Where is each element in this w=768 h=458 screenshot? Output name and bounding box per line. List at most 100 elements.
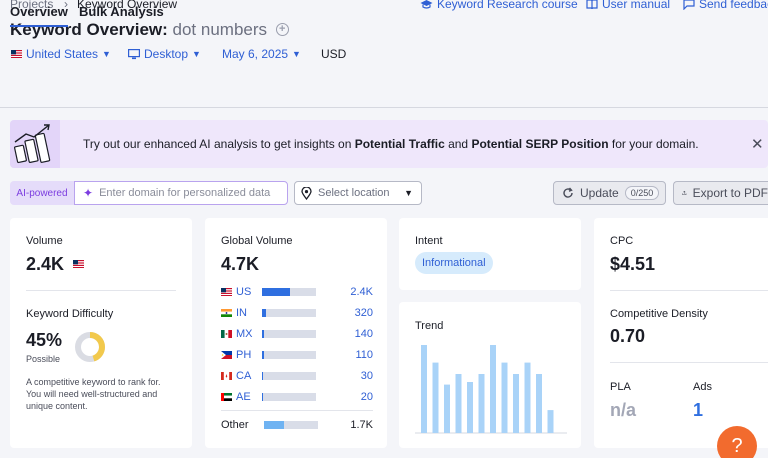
difficulty-level: Possible [26, 354, 61, 364]
volume-label: Volume [26, 235, 63, 247]
ads-value[interactable]: 1 [693, 400, 704, 420]
intent-badge[interactable]: Informational [415, 252, 493, 274]
trend-bar[interactable] [444, 384, 450, 433]
country-select[interactable]: United States ▼ [11, 47, 111, 61]
volume-value: 2.4K [26, 254, 65, 274]
country-row[interactable]: IN 320 [221, 306, 373, 320]
page-title-keyword: dot numbers [172, 20, 268, 39]
country-row[interactable]: MX 140 [221, 327, 373, 341]
device-select[interactable]: Desktop ▼ [128, 47, 201, 61]
country-row[interactable]: US 2.4K [221, 285, 373, 299]
country-volume: 30 [360, 370, 373, 382]
update-button[interactable]: Update 0/250 [553, 181, 666, 205]
volume-share-bar [262, 351, 316, 359]
add-keyword-icon[interactable]: + [275, 23, 289, 36]
help-button[interactable]: ? [717, 426, 757, 458]
country-code: IN [236, 307, 247, 319]
page-title-prefix: Keyword Overview: [10, 20, 168, 39]
banner-illustration [10, 120, 60, 168]
volume-share-bar [262, 393, 316, 401]
country-row[interactable]: PH 110 [221, 348, 373, 362]
competitive-density-label: Competitive Density [610, 308, 708, 320]
course-link[interactable]: Keyword Research course [420, 0, 578, 11]
country-row[interactable]: CA 30 [221, 369, 373, 383]
update-label: Update [580, 186, 619, 200]
trend-bar[interactable] [547, 410, 554, 433]
close-icon[interactable]: ✕ [751, 136, 764, 153]
trend-bar[interactable] [536, 374, 542, 433]
ae-flag-icon [221, 393, 232, 401]
pla-value: n/a [610, 400, 637, 420]
card-divider [26, 290, 176, 291]
tab-bulk-analysis[interactable]: Bulk Analysis [79, 4, 164, 19]
growth-chart-icon [14, 124, 51, 164]
export-pdf-button[interactable]: Export to PDF [673, 181, 768, 205]
country-code: CA [236, 370, 252, 382]
volume-share-bar [262, 288, 316, 296]
banner-text-end: for your domain. [608, 137, 699, 151]
volume-share-bar [262, 309, 316, 317]
country-code: MX [236, 328, 253, 340]
cpc-label: CPC [610, 235, 634, 247]
location-select[interactable]: Select location ▼ [294, 181, 422, 205]
volume-share-bar [262, 330, 316, 338]
trend-bar[interactable] [513, 374, 519, 433]
trend-bar[interactable] [421, 345, 427, 433]
difficulty-donut [75, 332, 105, 362]
trend-bar[interactable] [501, 362, 508, 433]
user-manual-link[interactable]: User manual [586, 0, 670, 11]
trend-bar[interactable] [478, 374, 485, 433]
difficulty-value: 45% [26, 330, 63, 350]
competitive-density-value: 0.70 [610, 326, 646, 346]
domain-field[interactable]: ✦ [74, 181, 288, 205]
cpc-value: $4.51 [610, 254, 656, 274]
card-divider [610, 290, 768, 291]
user-manual-label: User manual [602, 0, 671, 11]
breadcrumb-projects[interactable]: Projects [10, 0, 54, 11]
country-volume: 20 [360, 391, 373, 403]
ai-promo-banner [10, 120, 768, 168]
send-feedback-link[interactable]: Send feedback [683, 0, 768, 11]
global-volume-value: 4.7K [221, 254, 260, 274]
country-volume: 110 [355, 349, 373, 361]
mx-flag-icon [221, 330, 232, 338]
trend-bar[interactable] [467, 382, 473, 433]
country-volume: 320 [354, 307, 373, 319]
banner-text-mid: and [444, 137, 472, 151]
export-icon [682, 190, 687, 195]
country-volume: 2.4K [350, 286, 373, 298]
export-label: Export to PDF [692, 186, 768, 200]
chevron-down-icon: ▼ [404, 188, 413, 198]
device-label: Desktop [144, 47, 189, 61]
trend-bar[interactable] [524, 362, 531, 433]
trend-chart [415, 345, 567, 434]
difficulty-label: Keyword Difficulty [26, 308, 114, 320]
date-select[interactable]: May 6, 2025 ▼ [222, 47, 301, 61]
sparkle-icon: ✦ [83, 186, 94, 200]
other-value: 1.7K [350, 419, 373, 431]
other-label: Other [221, 419, 249, 431]
tab-bar [0, 80, 768, 108]
trend-bar[interactable] [432, 362, 439, 433]
country-volume: 140 [354, 328, 373, 340]
volume-share-bar [262, 372, 316, 380]
banner-message: Try out our enhanced AI analysis to get … [83, 137, 699, 151]
ai-powered-badge: AI-powered [10, 181, 74, 205]
banner-text-start: Try out our enhanced AI analysis to get … [83, 137, 355, 151]
country-row-other: Other 1.7K [221, 418, 373, 432]
ph-flag-icon [221, 351, 232, 359]
course-link-label: Keyword Research course [437, 0, 578, 11]
global-volume-label: Global Volume [221, 235, 293, 247]
us-flag-icon [73, 260, 84, 268]
chevron-down-icon: ▼ [292, 49, 301, 59]
ca-flag-icon [221, 372, 232, 380]
graduation-cap-icon [420, 0, 433, 9]
domain-input[interactable] [99, 187, 280, 199]
trend-bar[interactable] [490, 345, 496, 433]
tab-overview[interactable]: Overview [10, 4, 68, 27]
page-title: Keyword Overview: dot numbers + [10, 20, 289, 40]
trend-bar[interactable] [455, 374, 462, 433]
update-count-badge: 0/250 [624, 186, 660, 200]
country-row[interactable]: AE 20 [221, 390, 373, 404]
volume-difficulty-card [10, 218, 192, 448]
